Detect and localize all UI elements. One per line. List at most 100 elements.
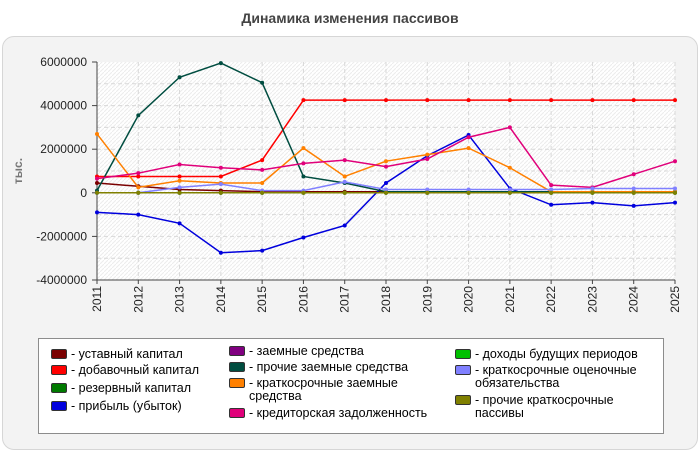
y-tick-label: 6000000 <box>40 55 87 69</box>
series-point <box>260 80 265 85</box>
series-point <box>301 98 306 103</box>
legend-item: - доходы будущих периодов <box>455 348 660 361</box>
legend-label: - заемные средства <box>249 344 364 358</box>
y-tick-label: 2000000 <box>40 142 87 156</box>
series-point <box>301 174 306 179</box>
series-point <box>95 131 99 136</box>
series-point <box>631 203 636 208</box>
x-tick-label: 2025 <box>668 286 682 313</box>
series-point <box>384 190 388 195</box>
x-tick-label: 2013 <box>173 286 187 313</box>
series-point <box>342 179 347 184</box>
y-axis-label: тыс. <box>11 158 25 184</box>
legend-swatch <box>455 395 471 405</box>
x-tick-label: 2024 <box>627 286 641 313</box>
x-tick-label: 2016 <box>296 286 310 313</box>
series-point <box>218 174 223 179</box>
series-point <box>260 248 265 253</box>
legend-item: - прочие заемные средства <box>229 361 434 374</box>
legend-swatch <box>229 362 245 372</box>
series-point <box>425 98 430 103</box>
x-tick-label: 2015 <box>255 286 269 313</box>
legend-item: - резервный капитал <box>51 382 256 395</box>
series-point <box>549 187 554 192</box>
x-tick-label: 2022 <box>544 286 558 313</box>
series-point <box>549 183 554 188</box>
series-point <box>507 165 512 170</box>
series-point <box>673 159 677 164</box>
series-point <box>384 98 388 103</box>
series-point <box>673 98 677 103</box>
series-point <box>136 171 141 176</box>
legend-item: - кредиторская задолженность <box>229 407 434 420</box>
legend-label: - уставный капитал <box>71 347 183 361</box>
x-tick-label: 2021 <box>503 286 517 313</box>
legend-item: - краткосрочные оценочные обязательства <box>455 364 660 390</box>
series-point <box>631 172 636 177</box>
series-point <box>301 161 306 166</box>
legend-swatch <box>455 349 471 359</box>
x-tick-label: 2020 <box>462 286 476 313</box>
x-tick-label: 2017 <box>338 286 352 313</box>
y-tick-label: 0 <box>80 186 87 200</box>
x-tick-label: 2019 <box>420 286 434 313</box>
series-point <box>590 200 595 205</box>
series-point <box>177 162 182 167</box>
series-point <box>466 190 471 195</box>
series-point <box>218 61 223 66</box>
series-point <box>384 164 388 169</box>
chart-title: Динамика изменения пассивов <box>241 10 459 26</box>
legend-label: - краткосрочные заемные средства <box>249 376 398 403</box>
series-point <box>673 186 677 191</box>
series-point <box>177 178 182 183</box>
legend-swatch <box>229 408 245 418</box>
x-tick-label: 2012 <box>131 286 145 313</box>
legend-item: - уставный капитал <box>51 348 256 361</box>
series-point <box>95 180 99 185</box>
series-point <box>466 98 471 103</box>
series-point <box>260 190 265 195</box>
legend-label: - прочие краткосрочные пассивы <box>475 393 614 420</box>
series-point <box>177 190 182 195</box>
series-point <box>95 176 99 181</box>
series-point <box>95 190 99 195</box>
chart-legend: - уставный капитал - добавочный капитал - … <box>38 338 664 434</box>
series-point <box>342 190 347 195</box>
series-point <box>136 212 141 217</box>
legend-item: - прибыль (убыток) <box>51 400 256 413</box>
series-point <box>466 135 471 140</box>
series-point <box>425 152 430 157</box>
series-point <box>384 187 388 192</box>
legend-label: - прибыль (убыток) <box>71 399 182 413</box>
series-point <box>507 187 512 192</box>
series-point <box>507 190 512 195</box>
series-point <box>218 190 223 195</box>
legend-item: - добавочный капитал <box>51 364 256 377</box>
legend-label: - кредиторская задолженность <box>249 406 428 420</box>
series-point <box>549 98 554 103</box>
y-tick-label: -2000000 <box>36 229 87 243</box>
series-point <box>177 174 182 179</box>
series-point <box>549 202 554 207</box>
series-point <box>631 190 636 195</box>
series-point <box>425 190 430 195</box>
legend-label: - резервный капитал <box>71 381 192 395</box>
series-point <box>136 113 141 118</box>
legend-swatch <box>455 365 471 375</box>
legend-label: - добавочный капитал <box>71 363 200 377</box>
legend-item: - заемные средства <box>229 345 434 358</box>
series-point <box>384 159 388 164</box>
legend-swatch <box>51 349 67 359</box>
legend-swatch <box>51 365 67 375</box>
series-point <box>342 174 347 179</box>
series-point <box>177 185 182 190</box>
series-point <box>631 98 636 103</box>
legend-item: - краткосрочные заемные средства <box>229 377 434 403</box>
series-point <box>301 235 306 240</box>
series-point <box>507 125 512 130</box>
legend-swatch <box>51 383 67 393</box>
series-point <box>342 98 347 103</box>
series-point <box>590 190 595 195</box>
series-point <box>136 190 141 195</box>
series-point <box>301 146 306 151</box>
